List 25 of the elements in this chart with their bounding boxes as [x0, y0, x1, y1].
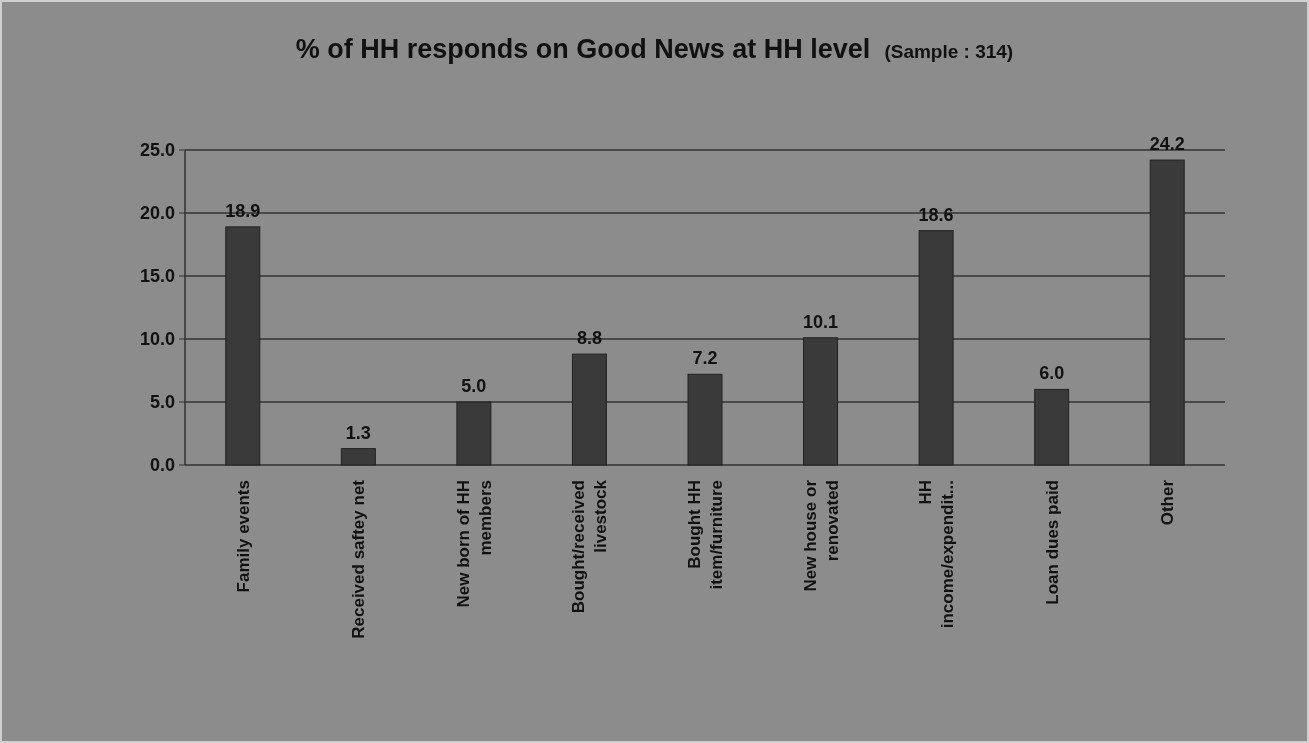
data-label: 24.2: [1149, 134, 1185, 155]
y-tick-label: 15.0: [139, 266, 175, 287]
x-tick-label: Other: [1158, 479, 1178, 526]
x-tick-label: New house or renovated: [800, 479, 842, 592]
x-tick-label: Loan dues paid: [1042, 480, 1062, 605]
data-label: 18.9: [225, 200, 261, 221]
x-tick-label: HH income/expendit...: [916, 480, 958, 629]
x-tick-label: Family events: [233, 480, 253, 593]
data-label: 8.8: [576, 328, 602, 349]
data-label: 6.0: [1039, 363, 1065, 384]
y-tick-label: 25.0: [139, 140, 175, 161]
data-label: 18.6: [918, 204, 954, 225]
data-label: 10.1: [803, 311, 839, 332]
y-tick-label: 20.0: [139, 203, 175, 224]
x-tick-label: Received saftey net: [349, 479, 369, 639]
x-tick-label: Bought/received livestock: [569, 479, 611, 614]
data-label: 5.0: [461, 376, 487, 396]
chart-subtitle: (Sample : 314): [884, 41, 1014, 62]
data-label: 7.2: [692, 348, 718, 369]
y-tick-label: 0.0: [149, 455, 175, 476]
y-tick-label: 10.0: [139, 329, 175, 350]
chart-title: % of HH responds on Good News at HH level: [295, 34, 871, 64]
data-label: 1.3: [345, 422, 371, 443]
y-tick-label: 5.0: [149, 392, 175, 413]
x-tick-label: New born of HH members: [453, 480, 495, 608]
